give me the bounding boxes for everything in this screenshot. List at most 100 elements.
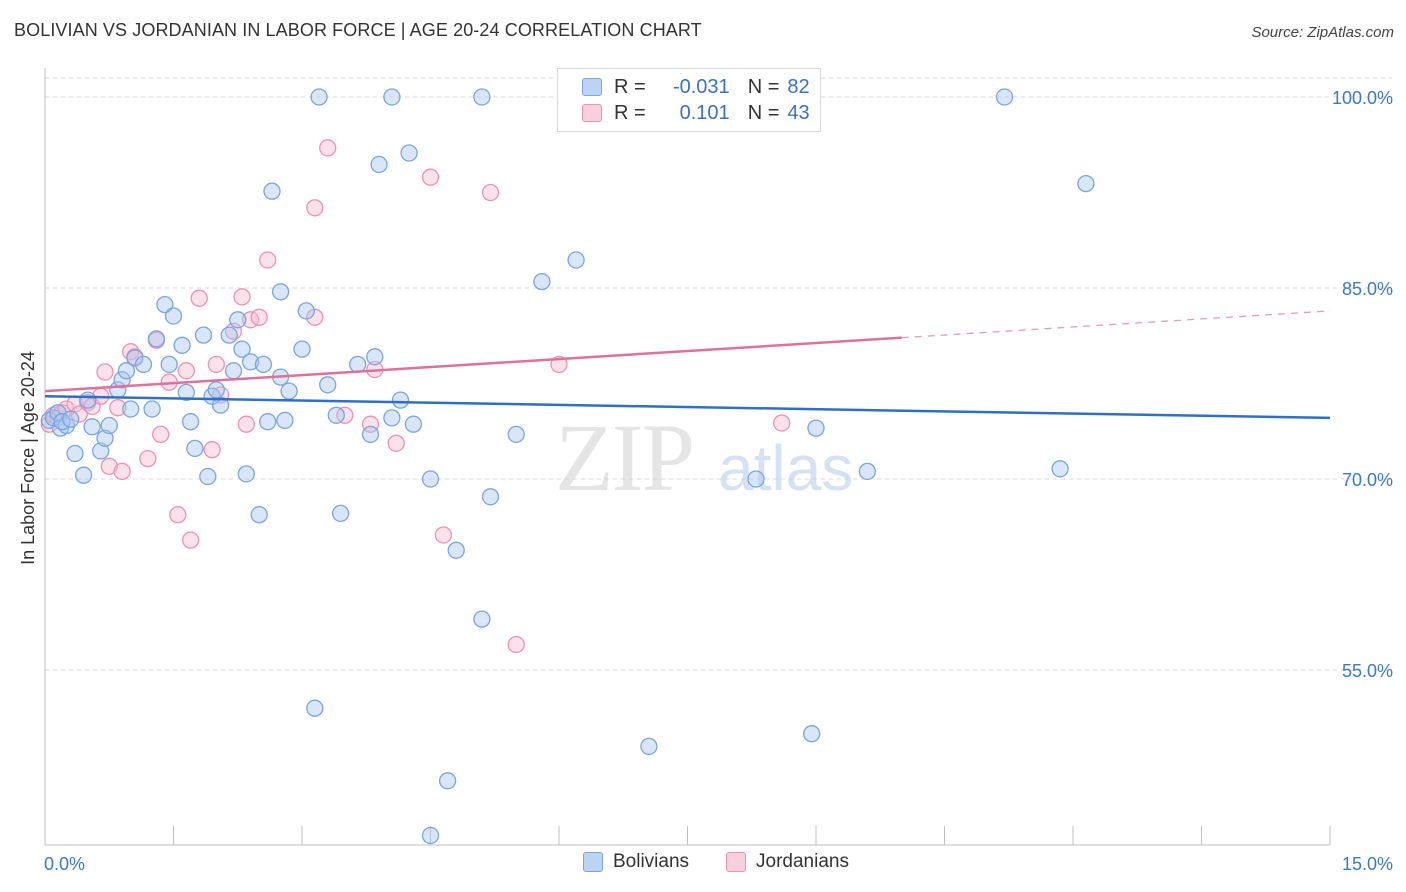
legend-r-label: R =	[614, 101, 646, 124]
series-legend: Bolivians Jordanians	[0, 851, 1406, 877]
bolivian-point	[1051, 460, 1069, 478]
y-tick-label: 100.0%	[1332, 88, 1393, 108]
bolivian-point	[421, 826, 440, 845]
bolivian-point	[640, 737, 658, 756]
jordanian-point	[237, 415, 255, 433]
bolivian-point	[186, 439, 204, 458]
bolivian-point	[383, 409, 401, 427]
legend-n-label: N =	[747, 101, 780, 124]
bolivian-point	[156, 295, 174, 314]
bolivian-point	[271, 283, 290, 301]
bolivian-point	[533, 272, 551, 291]
bolivian-point	[361, 425, 380, 444]
legend-r-value: 0.101	[679, 101, 730, 124]
bolivian-point	[147, 330, 166, 348]
bolivian-point	[241, 353, 260, 371]
axis-layer	[44, 68, 1331, 846]
jordanian-trend-line-extension	[901, 310, 1331, 339]
bolivian-point	[349, 355, 367, 374]
bolivian-point	[211, 396, 230, 414]
jordanian-point	[507, 635, 525, 654]
bolivian-point	[319, 376, 337, 394]
jordanian-points	[40, 139, 791, 654]
jordanian-point	[233, 288, 251, 306]
watermark-zip: ZIP	[555, 404, 693, 511]
legend-row-jordanians: R = 0.101 N = 43	[582, 100, 810, 126]
bolivian-point	[280, 382, 298, 400]
bolivian-point	[803, 725, 821, 743]
bolivian-swatch-icon	[583, 852, 603, 872]
legend-r-value: -0.031	[672, 75, 730, 98]
bolivian-point	[134, 355, 153, 374]
jordanian-point	[100, 457, 118, 475]
legend-label-jordanians: Jordanians	[756, 851, 849, 872]
bolivian-point	[421, 470, 440, 488]
x-tick-label: 0.0%	[44, 854, 85, 874]
bolivian-point	[237, 465, 255, 483]
bolivian-point	[259, 413, 277, 431]
jordanian-trend-line	[44, 336, 902, 393]
jordanian-point	[481, 183, 500, 202]
bolivian-point	[438, 772, 457, 790]
bolivian-point	[177, 383, 195, 402]
legend-n-value: 82	[787, 75, 810, 98]
jordanian-point	[434, 526, 453, 544]
bolivian-point	[263, 182, 281, 200]
bolivian-point	[126, 349, 144, 367]
jordanian-swatch-icon	[582, 104, 602, 122]
bolivian-point	[473, 88, 491, 106]
bolivian-point	[747, 470, 765, 488]
bolivian-point	[207, 381, 225, 399]
jordanian-swatch-icon	[726, 852, 746, 872]
y-tick-label: 70.0%	[1342, 470, 1393, 490]
bolivian-point	[229, 311, 247, 329]
jordanian-point	[773, 414, 791, 432]
jordanian-point	[109, 399, 127, 417]
jordanian-point	[207, 355, 225, 374]
bolivian-point	[391, 391, 410, 409]
bolivian-point	[327, 406, 345, 424]
bolivian-point	[194, 326, 213, 344]
bolivian-point	[807, 419, 825, 437]
bolivian-point	[383, 88, 401, 106]
tick-labels: 55.0% 70.0% 85.0% 100.0% 0.0% 15.0%	[44, 88, 1393, 874]
bolivian-trend-line	[44, 394, 1331, 420]
bolivian-point	[370, 155, 388, 174]
bolivian-point	[83, 418, 101, 436]
bolivian-point	[96, 429, 114, 447]
bolivian-point	[62, 410, 80, 428]
bolivian-point	[143, 400, 161, 418]
bolivian-point	[473, 610, 491, 628]
legend-item-bolivians: Bolivians	[583, 851, 689, 873]
bolivian-point	[567, 251, 585, 269]
legend-row-bolivians: R = -0.031 N = 82	[582, 74, 810, 100]
correlation-legend: R = -0.031 N = 82 R = 0.101 N = 43	[557, 68, 821, 132]
jordanian-point	[152, 425, 170, 444]
bolivian-point	[366, 348, 384, 366]
bolivian-point	[117, 362, 136, 380]
bolivian-point	[113, 371, 131, 389]
bolivian-point	[224, 362, 243, 380]
bolivian-point	[122, 400, 140, 418]
bolivian-point	[79, 391, 97, 409]
jordanian-point	[181, 531, 200, 549]
bolivian-point	[1077, 174, 1095, 193]
bolivian-point	[250, 506, 268, 524]
bolivian-point	[331, 504, 350, 523]
bolivian-point	[297, 302, 315, 320]
bolivian-point	[181, 413, 200, 431]
jordanian-point	[139, 449, 157, 468]
legend-n-label: N =	[747, 75, 780, 98]
bolivian-point	[92, 442, 110, 460]
watermark: ZIP atlas	[555, 404, 853, 511]
bolivian-point	[293, 340, 311, 358]
bolivian-point	[173, 336, 191, 354]
bolivian-point	[199, 467, 217, 486]
bolivian-point	[164, 307, 183, 325]
bolivian-point	[74, 466, 93, 484]
bolivian-point	[233, 340, 251, 358]
watermark-atlas: atlas	[718, 432, 853, 504]
jordanian-point	[259, 251, 277, 269]
bolivian-point	[160, 355, 178, 374]
jordanian-point	[250, 308, 268, 326]
